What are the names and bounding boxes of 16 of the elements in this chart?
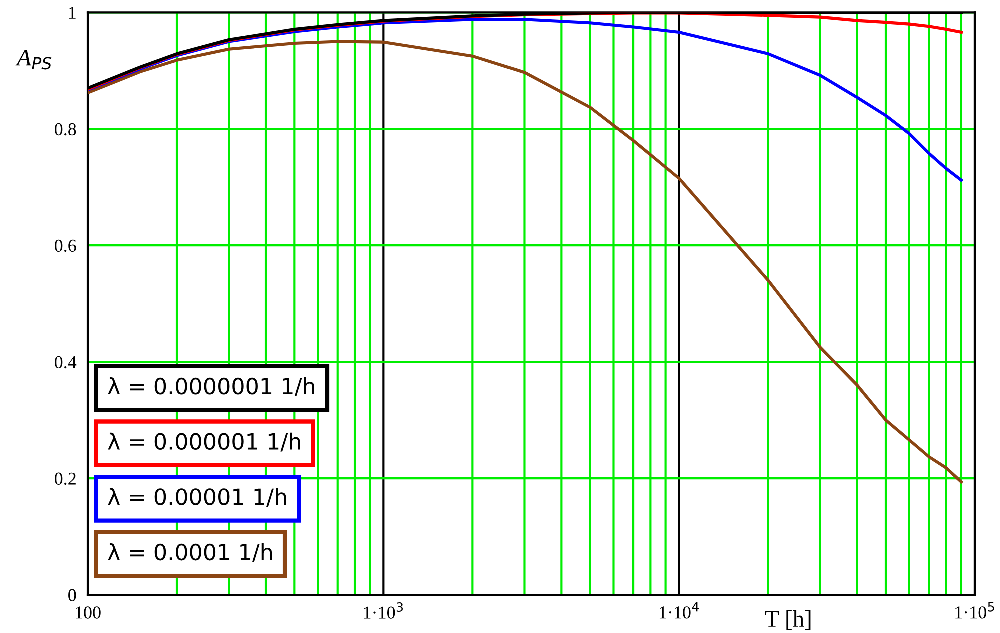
text: λ = 0.00001 1/h: [108, 488, 286, 508]
y-tick-label: 0.2: [55, 472, 76, 486]
y-tick-label: 0.6: [55, 240, 76, 252]
y-axis-title: A$_{PS}$: [16, 50, 52, 70]
x-tick-label: 1·10$^{5}$: [956, 602, 994, 619]
y-tick-label: 0.4: [55, 356, 77, 369]
x-tick-label: 1·10$^{3}$: [364, 602, 404, 619]
y-tick-label: 0: [68, 589, 76, 602]
y-tick-label: 0.8: [55, 123, 76, 136]
x-axis-title: T [h]: [765, 610, 811, 630]
text: λ = 0.0001 1/h: [108, 544, 272, 562]
x-tick-label: 100: [76, 606, 101, 619]
text: λ = 0.0000001 1/h: [108, 378, 314, 396]
x-tick-label: 1·10$^{4}$: [660, 602, 699, 619]
text: λ = 0.000001 1/h: [108, 432, 300, 452]
y-tick-label: 1: [69, 7, 76, 19]
